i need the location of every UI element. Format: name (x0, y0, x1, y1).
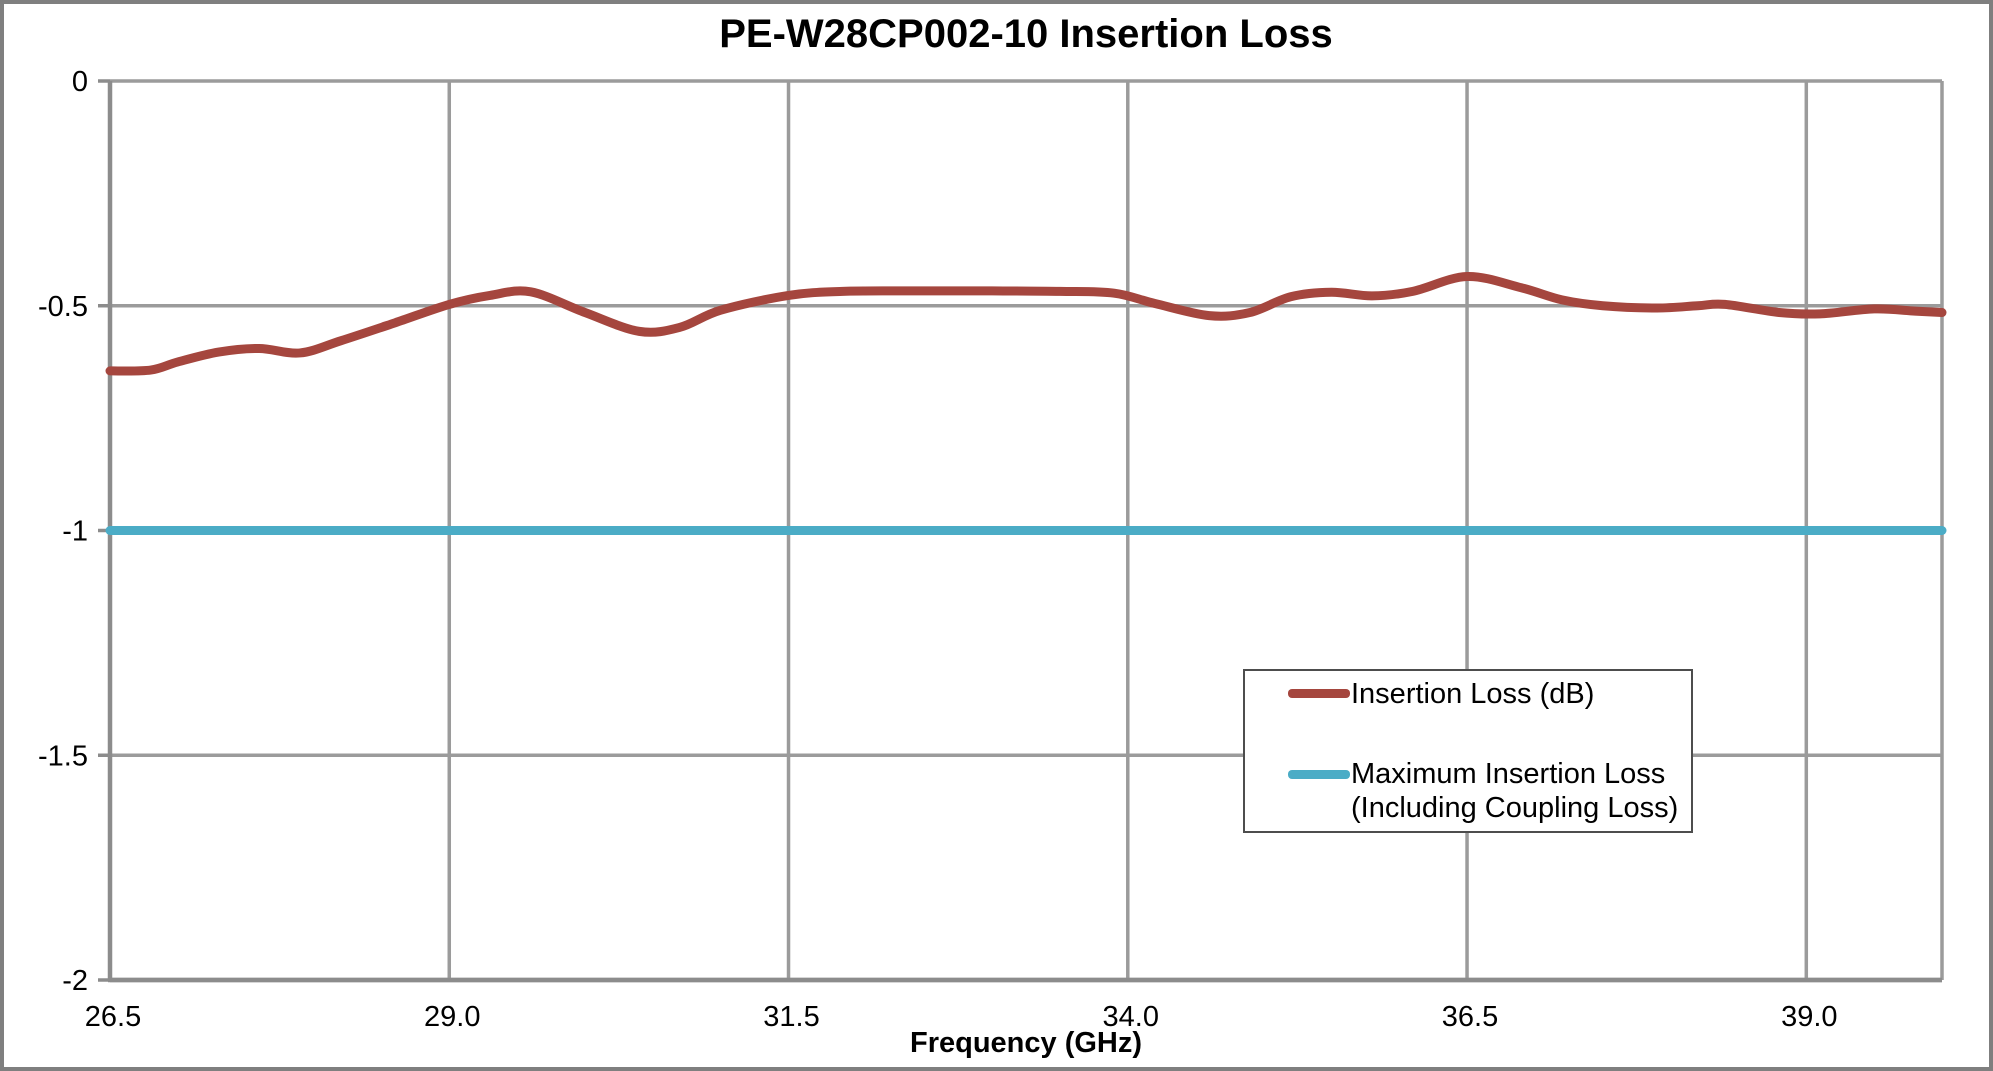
y-tick-label: -1 (62, 516, 88, 548)
legend-label-max-insertion-loss: Maximum Insertion Loss (Including Coupli… (1351, 757, 1678, 825)
legend-box: Insertion Loss (dB) Maximum Insertion Lo… (1243, 669, 1693, 833)
x-tick-label: 26.5 (85, 1001, 141, 1033)
insertion-loss-line (105, 272, 1947, 376)
chart-title: PE-W28CP002-10 Insertion Loss (719, 12, 1333, 56)
y-tick-label: -1.5 (38, 740, 88, 772)
x-tick-label: 31.5 (763, 1001, 819, 1033)
legend-swatch-insertion-loss (1288, 689, 1350, 698)
y-tick-label: -2 (62, 965, 88, 997)
y-tick-label: 0 (72, 66, 88, 98)
x-tick-label: 34.0 (1103, 1001, 1159, 1033)
legend-label-max-line2: (Including Coupling Loss) (1351, 792, 1679, 824)
x-axis-title: Frequency (GHz) (909, 1027, 1143, 1059)
x-tick-label: 29.0 (424, 1001, 480, 1033)
legend-label-max-line1: Maximum Insertion Loss (1351, 758, 1666, 790)
x-tick-label: 36.5 (1442, 1001, 1498, 1033)
legend-swatch-max-insertion-loss (1288, 770, 1350, 779)
x-tick-label: 39.0 (1781, 1001, 1837, 1033)
y-tick-label: -0.5 (38, 291, 88, 323)
legend-label-insertion-loss: Insertion Loss (dB) (1351, 678, 1595, 710)
